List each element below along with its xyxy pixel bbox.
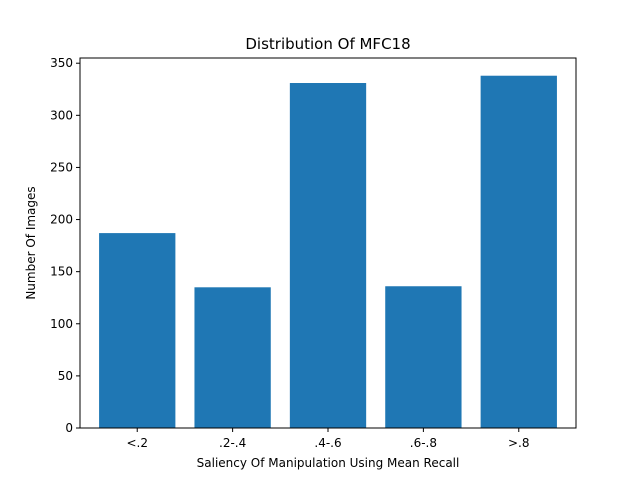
x-tick-label: .2-.4 [219,436,246,450]
x-axis-ticks: <.2 .2-.4 .4-.6 .6-.8 >.8 [126,428,530,450]
y-tick-label: 150 [50,265,73,279]
y-tick-label: 0 [65,421,73,435]
y-tick-label: 300 [50,108,73,122]
bar-1 [194,287,271,428]
y-tick-label: 100 [50,317,73,331]
chart-title: Distribution Of MFC18 [245,35,410,53]
x-tick-label: <.2 [126,436,148,450]
plot-frame [79,57,577,429]
x-tick-label: .6-.8 [410,436,437,450]
bar-0 [99,233,176,428]
x-tick-label: >.8 [508,436,530,450]
y-axis-ticks: 0 50 100 150 200 250 300 350 [50,56,80,435]
bar-3 [385,286,462,428]
x-axis-label: Saliency Of Manipulation Using Mean Reca… [197,456,460,470]
y-tick-label: 350 [50,56,73,70]
x-tick-label: .4-.6 [314,436,341,450]
bar-4 [480,75,557,428]
y-tick-label: 200 [50,213,73,227]
y-tick-label: 250 [50,160,73,174]
bars-group [99,75,557,428]
y-tick-label: 50 [58,369,73,383]
bar-2 [289,83,367,428]
y-axis-label: Number Of Images [24,186,38,299]
